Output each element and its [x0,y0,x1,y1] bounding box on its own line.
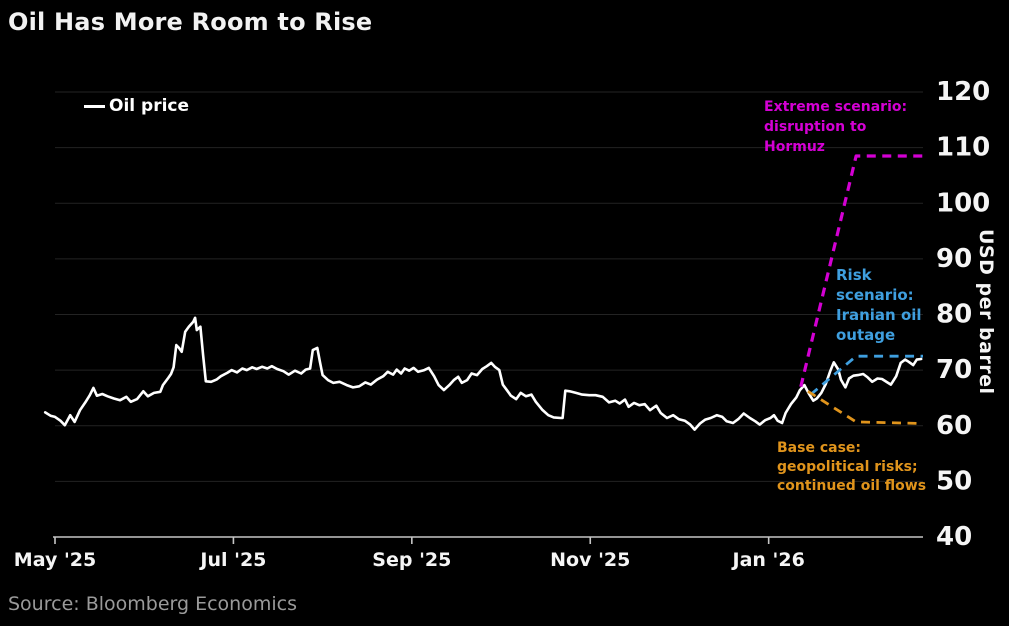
x-tick-label-3: Nov '25 [550,549,630,571]
legend-label: Oil price [109,96,190,116]
y-tick-label-100: 100 [936,188,990,218]
x-tick-label-1: Jul '25 [198,549,266,571]
x-tick-label-2: Sep '25 [372,549,451,571]
y-tick-label-80: 80 [936,300,972,330]
y-axis-title: USD per barrel [975,229,997,395]
legend: Oil price [84,96,189,116]
y-tick-label-60: 60 [936,411,972,441]
y-tick-label-70: 70 [936,355,972,385]
source-credit: Source: Bloomberg Economics [8,593,297,615]
y-tick-label-110: 110 [936,133,990,163]
series-extreme-scenario [799,154,923,388]
chart-title: Oil Has More Room to Rise [8,8,373,36]
series-oil-price [43,316,923,431]
annotation-base-case: Base case: geopolitical risks; continued… [777,440,927,494]
y-tick-label-120: 120 [936,77,990,107]
y-tick-label-50: 50 [936,466,972,496]
y-tick-label-40: 40 [936,522,972,552]
series-risk-scenario [809,354,923,396]
x-tick-label-4: Jan '26 [731,549,805,571]
x-tick-label-0: May '25 [14,549,96,571]
annotation-risk-scenario: Risk scenario: Iranian oil outage [836,266,922,344]
annotation-extreme-scenario: Extreme scenario: disruption to Hormuz [764,99,908,155]
legend-line-swatch [84,104,105,108]
series-base-case [807,390,924,425]
y-tick-label-90: 90 [936,244,972,274]
